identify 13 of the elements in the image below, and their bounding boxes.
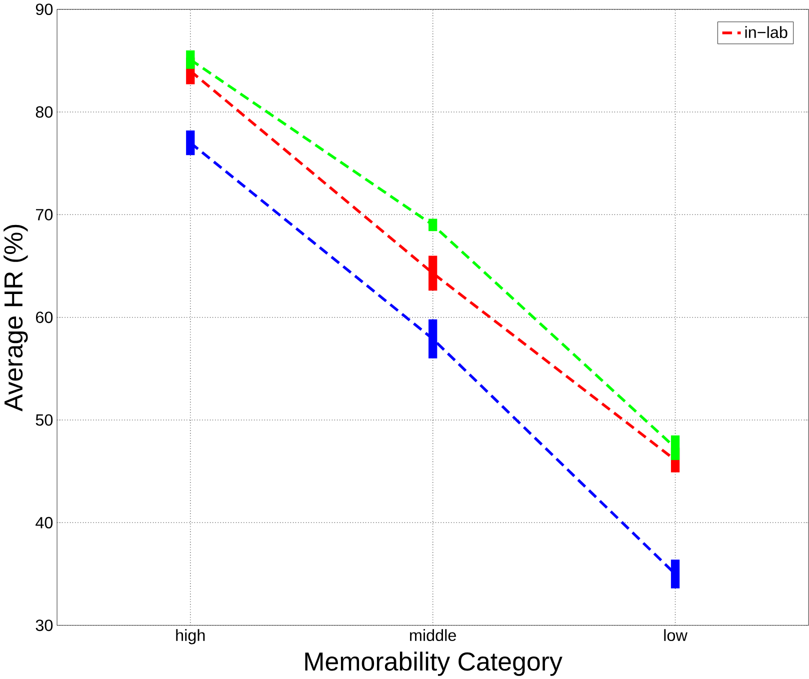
x-tick-label: high [176, 628, 205, 644]
y-axis-title: Average HR (%) [4, 224, 28, 412]
y-tick-label: 80 [36, 106, 53, 118]
y-tick-label: 60 [36, 311, 53, 323]
y-tick-label: 90 [36, 3, 53, 15]
x-tick-label: middle [410, 628, 456, 641]
x-tick-label: low [664, 628, 688, 641]
x-axis-title: Memorability Category [305, 651, 562, 676]
y-tick-label: 70 [36, 208, 53, 220]
legend-label: in−lab [745, 26, 788, 38]
y-tick-label: 40 [36, 516, 53, 528]
y-tick-label: 30 [36, 619, 53, 631]
y-tick-label: 50 [36, 414, 53, 426]
